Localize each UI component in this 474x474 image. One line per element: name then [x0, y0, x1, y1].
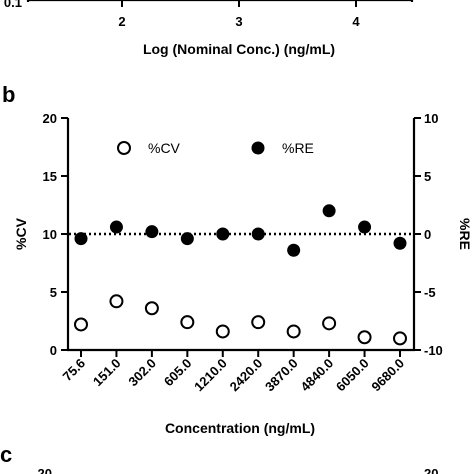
re-point [287, 243, 301, 257]
panel-c-label: c [0, 442, 12, 467]
y-tick-label: 20 [43, 111, 57, 126]
re-point [393, 236, 407, 250]
y2-tick-label: -10 [424, 343, 443, 358]
legend-label-cv: %CV [148, 140, 181, 156]
top-x-tick-label: 2 [118, 14, 125, 29]
y2-tick-label: -5 [424, 285, 436, 300]
x-tick-label: 605.0 [161, 356, 195, 390]
panel-b-label: b [2, 82, 15, 107]
y2-tick-label: 0 [424, 227, 431, 242]
legend-marker-cv [117, 141, 131, 155]
y-tick-label: 0 [50, 343, 57, 358]
cv-point [322, 316, 337, 331]
x-axis-label: Concentration (ng/mL) [165, 420, 315, 436]
top-x-tick-label: 3 [235, 14, 242, 29]
cv-point [251, 315, 266, 330]
x-tick-label: 302.0 [125, 356, 159, 390]
top-x-tick-label: 4 [352, 14, 360, 29]
cv-point [109, 294, 124, 309]
x-tick-label: 9680.0 [368, 356, 407, 395]
top-y-tick-label: 0.1 [4, 0, 22, 10]
re-point [145, 225, 159, 239]
top-panel: 0.1 2 3 4 Log (Nominal Conc.) (ng/mL) [4, 0, 414, 57]
cv-point [74, 317, 88, 332]
cv-point [215, 324, 230, 339]
re-point [180, 232, 194, 246]
re-point [216, 227, 230, 241]
x-tick-label: 3870.0 [262, 356, 301, 395]
panel-c-right-tick: 20 [424, 466, 438, 474]
re-point [74, 232, 88, 246]
re-point [109, 220, 123, 234]
cv-point [144, 301, 159, 316]
y-tick-label: 5 [50, 285, 57, 300]
y-tick-label: 10 [43, 227, 57, 242]
x-tick-label: 6050.0 [333, 356, 372, 395]
x-tick-label: 2420.0 [227, 356, 266, 395]
legend-marker-re [251, 141, 265, 155]
y2-tick-label: 10 [424, 111, 438, 126]
top-x-axis-label: Log (Nominal Conc.) (ng/mL) [143, 41, 335, 57]
y2-tick-label: 5 [424, 169, 431, 184]
x-tick-label: 151.0 [90, 356, 124, 390]
legend-label-re: %RE [282, 140, 314, 156]
cv-point [393, 331, 407, 346]
legend: %CV %RE [117, 140, 314, 156]
cv-point [357, 330, 372, 345]
y-tick-label: 15 [43, 169, 57, 184]
re-point [358, 220, 372, 234]
x-tick-label: 1210.0 [191, 356, 230, 395]
panel-b-chart: %CV %RE 0 5 10 15 20 -10 -5 0 5 10 75.6 151.0 302.… [13, 111, 473, 436]
re-point [322, 204, 336, 218]
y-axis-label: %CV [13, 217, 29, 250]
x-tick-label: 4840.0 [298, 356, 337, 395]
panel-c-left-tick: 20 [38, 466, 52, 474]
x-tick-label: 75.6 [60, 356, 89, 385]
cv-point [180, 315, 195, 330]
y2-axis-label: %RE [457, 218, 473, 250]
cv-point [286, 324, 301, 339]
re-point [251, 227, 265, 241]
